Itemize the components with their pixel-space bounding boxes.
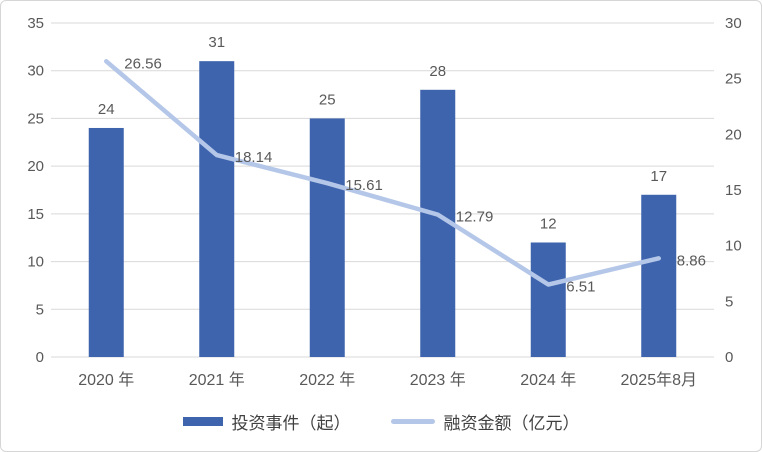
bar-series-swatch-icon <box>182 417 223 426</box>
bar-value-label: 17 <box>650 168 667 185</box>
x-axis-category-label: 2024 年 <box>520 371 576 389</box>
right-axis-tick-label: 10 <box>725 238 742 255</box>
bar-value-label: 24 <box>98 101 115 118</box>
right-axis-tick-label: 30 <box>725 15 742 32</box>
line-value-label: 6.51 <box>566 279 595 296</box>
right-axis-tick-label: 0 <box>725 349 733 366</box>
line-value-label: 15.61 <box>345 177 383 194</box>
left-axis-tick-label: 15 <box>27 206 44 223</box>
left-axis-tick-label: 35 <box>27 15 44 32</box>
line-value-label: 26.56 <box>124 55 162 72</box>
legend-item-bar-series: 投资事件（起） <box>182 409 351 434</box>
line-value-label: 12.79 <box>456 209 494 226</box>
legend-item-line-series: 融资金额（亿元） <box>390 409 580 434</box>
line-value-label: 8.86 <box>677 252 706 269</box>
bar <box>309 118 345 357</box>
line-series <box>104 59 661 287</box>
left-axis-tick-label: 30 <box>27 63 44 80</box>
legend-label-bar-series: 投资事件（起） <box>231 414 351 433</box>
legend-label-line-series: 融资金额（亿元） <box>443 414 580 433</box>
left-axis-tick-label: 20 <box>27 158 44 175</box>
line-series-swatch-icon <box>390 419 435 424</box>
legend: 投资事件（起） 融资金额（亿元） <box>1 409 761 434</box>
bar-value-label: 12 <box>540 215 557 232</box>
left-axis-tick-label: 10 <box>27 254 44 271</box>
bar <box>199 61 235 358</box>
left-axis-tick-label: 0 <box>36 349 44 366</box>
bar <box>641 194 677 357</box>
line-value-label: 18.14 <box>235 149 273 166</box>
x-axis-category-label: 2023 年 <box>410 371 466 389</box>
right-axis-tick-label: 25 <box>725 71 742 88</box>
left-axis-tick-label: 5 <box>36 301 44 318</box>
left-axis-tick-label: 25 <box>27 110 44 127</box>
x-axis-category-label: 2020 年 <box>78 371 134 389</box>
right-axis-tick-label: 5 <box>725 293 733 310</box>
bar-value-label: 25 <box>319 91 336 108</box>
x-axis-category-label: 2022 年 <box>299 371 355 389</box>
bar-value-label: 28 <box>429 63 446 80</box>
right-axis-tick-label: 15 <box>725 182 742 199</box>
x-axis-category-label: 2021 年 <box>189 371 245 389</box>
bar <box>530 242 566 357</box>
bar-value-label: 31 <box>208 34 225 51</box>
x-axis-category-label: 2025年8月 <box>621 371 698 389</box>
right-axis-tick-label: 20 <box>725 126 742 143</box>
bar <box>88 127 124 357</box>
